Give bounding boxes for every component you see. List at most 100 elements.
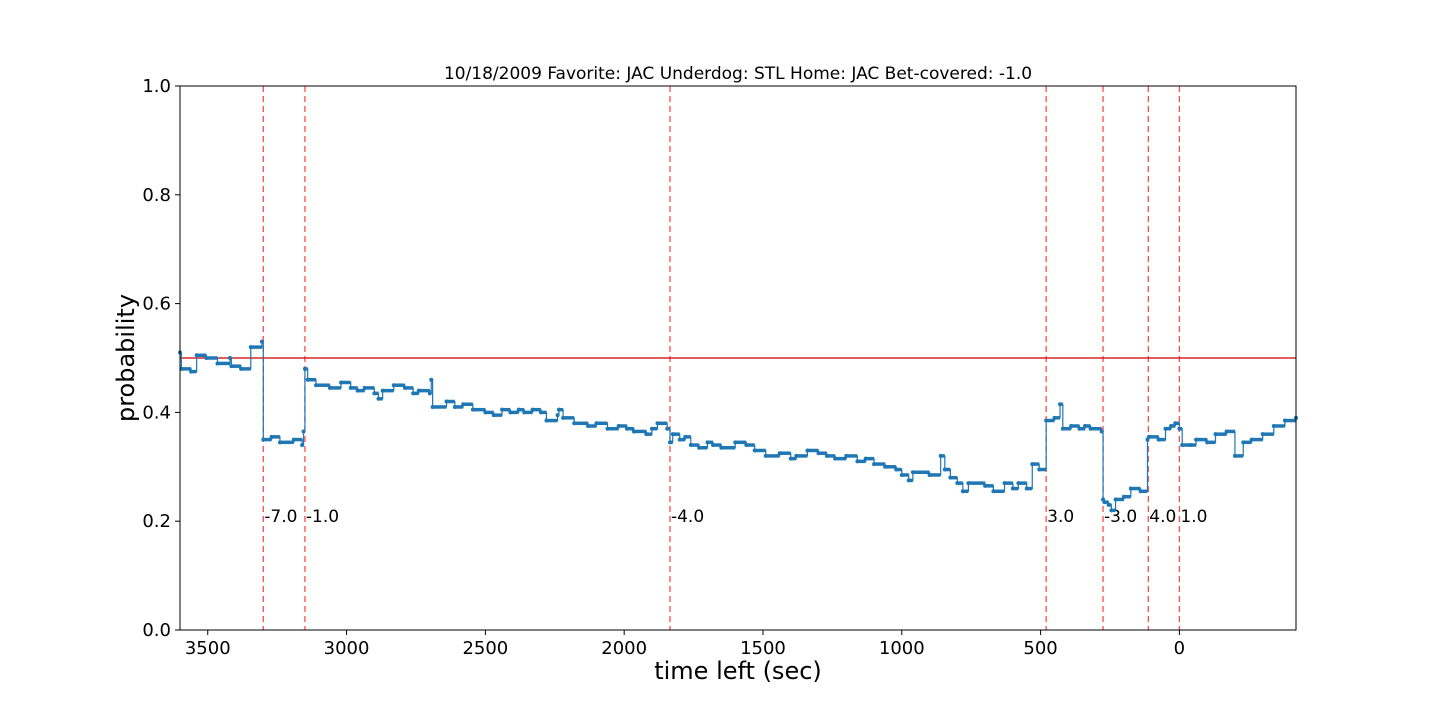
data-point <box>444 399 449 404</box>
data-point <box>1213 432 1218 437</box>
data-point <box>805 448 810 453</box>
data-point <box>667 440 672 445</box>
data-point <box>655 421 660 426</box>
data-point <box>966 481 971 486</box>
data-point <box>1102 500 1107 505</box>
data-point <box>855 459 860 464</box>
data-point <box>927 472 932 477</box>
data-point <box>1106 502 1111 507</box>
data-point <box>189 369 194 374</box>
data-point <box>752 448 757 453</box>
data-point <box>938 453 943 458</box>
data-point <box>538 410 543 415</box>
data-point <box>1180 443 1185 448</box>
data-point <box>705 440 710 445</box>
data-point <box>1030 462 1035 467</box>
data-point <box>605 426 610 431</box>
data-point <box>1044 418 1049 423</box>
data-point <box>960 489 965 494</box>
data-point <box>1099 429 1104 434</box>
score-event-label: -7.0 <box>264 507 297 527</box>
data-point <box>1241 440 1246 445</box>
data-point <box>1169 424 1174 428</box>
data-point <box>883 464 888 469</box>
data-point <box>788 456 793 461</box>
x-tick-label: 2500 <box>462 638 508 659</box>
data-point <box>483 410 488 415</box>
data-point <box>339 380 344 385</box>
data-point <box>248 345 253 350</box>
data-point <box>555 413 560 418</box>
data-point <box>616 424 621 428</box>
data-point <box>733 440 738 445</box>
series-step-line <box>180 341 1297 511</box>
data-point <box>644 432 649 437</box>
chart-title: 10/18/2009 Favorite: JAC Underdog: STL H… <box>444 64 1032 84</box>
data-point <box>348 385 353 390</box>
data-point <box>452 404 457 409</box>
data-point <box>1271 424 1276 428</box>
data-point <box>277 440 282 445</box>
data-point <box>816 451 821 456</box>
score-event-label: 4.0 <box>1149 507 1176 527</box>
y-tick-label: 0.6 <box>142 294 171 315</box>
data-point <box>355 388 360 393</box>
data-point <box>586 424 591 428</box>
data-point <box>670 432 675 437</box>
data-point <box>380 388 385 393</box>
data-point <box>824 453 829 458</box>
data-point <box>1128 486 1133 491</box>
score-event-label: -1.0 <box>306 507 339 527</box>
data-point <box>942 467 947 472</box>
data-point <box>777 451 782 456</box>
score-event-label: -4.0 <box>671 507 704 527</box>
x-tick-label: 2000 <box>601 638 647 659</box>
data-point <box>631 429 636 434</box>
data-point <box>1010 486 1015 491</box>
y-tick-label: 0.8 <box>142 185 171 206</box>
data-point <box>1069 424 1074 428</box>
data-point <box>269 434 274 439</box>
data-point <box>461 402 466 407</box>
data-point <box>402 385 407 390</box>
data-point <box>300 443 305 448</box>
data-point <box>561 415 566 420</box>
x-tick-label: 1500 <box>740 638 786 659</box>
data-point <box>744 443 749 448</box>
y-tick-label: 1.0 <box>142 76 171 97</box>
data-point <box>683 434 688 439</box>
data-point <box>204 356 209 360</box>
data-point <box>429 377 434 382</box>
data-point <box>259 339 264 344</box>
data-point <box>302 366 307 371</box>
data-point <box>1077 426 1082 431</box>
data-point <box>1188 443 1193 448</box>
data-point <box>1016 481 1021 486</box>
data-point <box>508 410 513 415</box>
data-point <box>1282 418 1287 423</box>
data-point <box>1232 453 1237 458</box>
data-point <box>863 456 868 461</box>
data-point <box>544 418 549 423</box>
data-point <box>1156 437 1161 442</box>
data-point <box>991 489 996 494</box>
data-point <box>1024 486 1029 491</box>
data-point <box>291 437 296 442</box>
y-axis-label: probability <box>112 294 140 422</box>
data-point <box>1109 508 1114 513</box>
data-point <box>261 437 266 442</box>
data-point <box>844 453 849 458</box>
x-tick-label: 3000 <box>324 638 370 659</box>
x-tick-label: 1000 <box>879 638 925 659</box>
data-point <box>677 437 682 442</box>
data-point <box>665 426 670 431</box>
data-point <box>983 483 988 488</box>
data-point <box>1249 437 1254 442</box>
data-point <box>1058 402 1063 407</box>
data-point <box>1088 426 1093 431</box>
data-point <box>391 383 396 388</box>
data-point <box>1163 426 1168 431</box>
data-point <box>314 383 319 388</box>
data-point <box>500 407 505 412</box>
data-point <box>1052 415 1057 420</box>
